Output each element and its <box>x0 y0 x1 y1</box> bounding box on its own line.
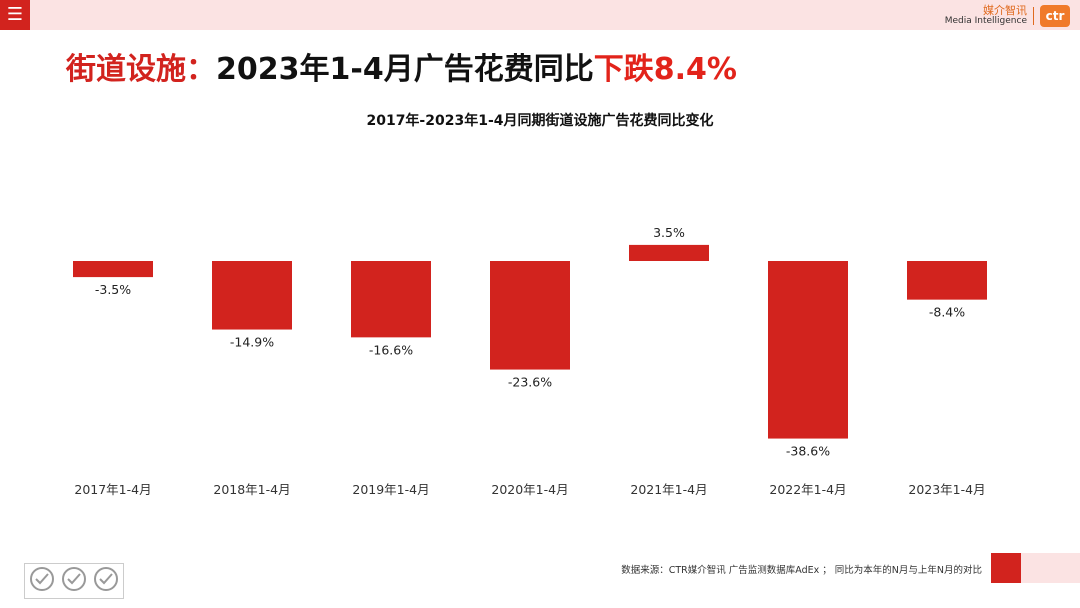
category-label-3: 2020年1-4月 <box>491 482 568 497</box>
bar-5 <box>768 261 848 439</box>
page-title: 街道设施：2023年1-4月广告花费同比下跌8.4% <box>66 44 737 88</box>
data-label-3: -23.6% <box>508 375 552 390</box>
certification-seals <box>24 563 124 599</box>
data-label-5: -38.6% <box>786 444 830 459</box>
data-label-2: -16.6% <box>369 342 413 357</box>
data-label-0: -3.5% <box>95 282 131 297</box>
hamburger-icon[interactable]: ☰ <box>0 0 30 30</box>
title-part-2: 2023年1-4月广告花费同比 <box>216 52 594 87</box>
category-label-5: 2022年1-4月 <box>769 482 846 497</box>
sgs-seal-icon <box>94 567 118 591</box>
bar-6 <box>907 261 987 300</box>
category-label-0: 2017年1-4月 <box>74 482 151 497</box>
data-label-1: -14.9% <box>230 335 274 350</box>
bar-2 <box>351 261 431 338</box>
category-label-1: 2018年1-4月 <box>213 482 290 497</box>
bar-4 <box>629 244 709 261</box>
bar-3 <box>490 261 570 370</box>
brand-logo-area: 媒介智讯 Media Intelligence ctr <box>945 4 1070 28</box>
footer-light-block <box>1021 553 1080 583</box>
brand-name-cn: 媒介智讯 <box>983 4 1027 17</box>
bar-1 <box>212 261 292 330</box>
title-part-3: 下跌8.4% <box>593 52 737 87</box>
ctr-logo: ctr <box>1040 5 1070 27</box>
sgs-seal-icon <box>30 567 54 591</box>
title-part-1: 街道设施： <box>66 52 216 87</box>
data-label-6: -8.4% <box>929 305 965 320</box>
chart-title: 2017年-2023年1-4月同期街道设施广告花费同比变化 <box>366 113 714 129</box>
sgs-seal-icon <box>62 567 86 591</box>
category-label-2: 2019年1-4月 <box>352 482 429 497</box>
source-note: 数据来源：CTR媒介智讯 广告监测数据库AdEx ； 同比为本年的N月与上年N月… <box>621 565 982 576</box>
brand-divider <box>1033 7 1034 25</box>
footer-accent-block <box>991 553 1021 583</box>
top-bar <box>0 0 1080 30</box>
data-label-4: 3.5% <box>653 225 685 240</box>
bar-0 <box>73 261 153 278</box>
brand-name-en: Media Intelligence <box>944 16 1027 26</box>
category-label-6: 2023年1-4月 <box>908 482 985 497</box>
category-label-4: 2021年1-4月 <box>630 482 707 497</box>
